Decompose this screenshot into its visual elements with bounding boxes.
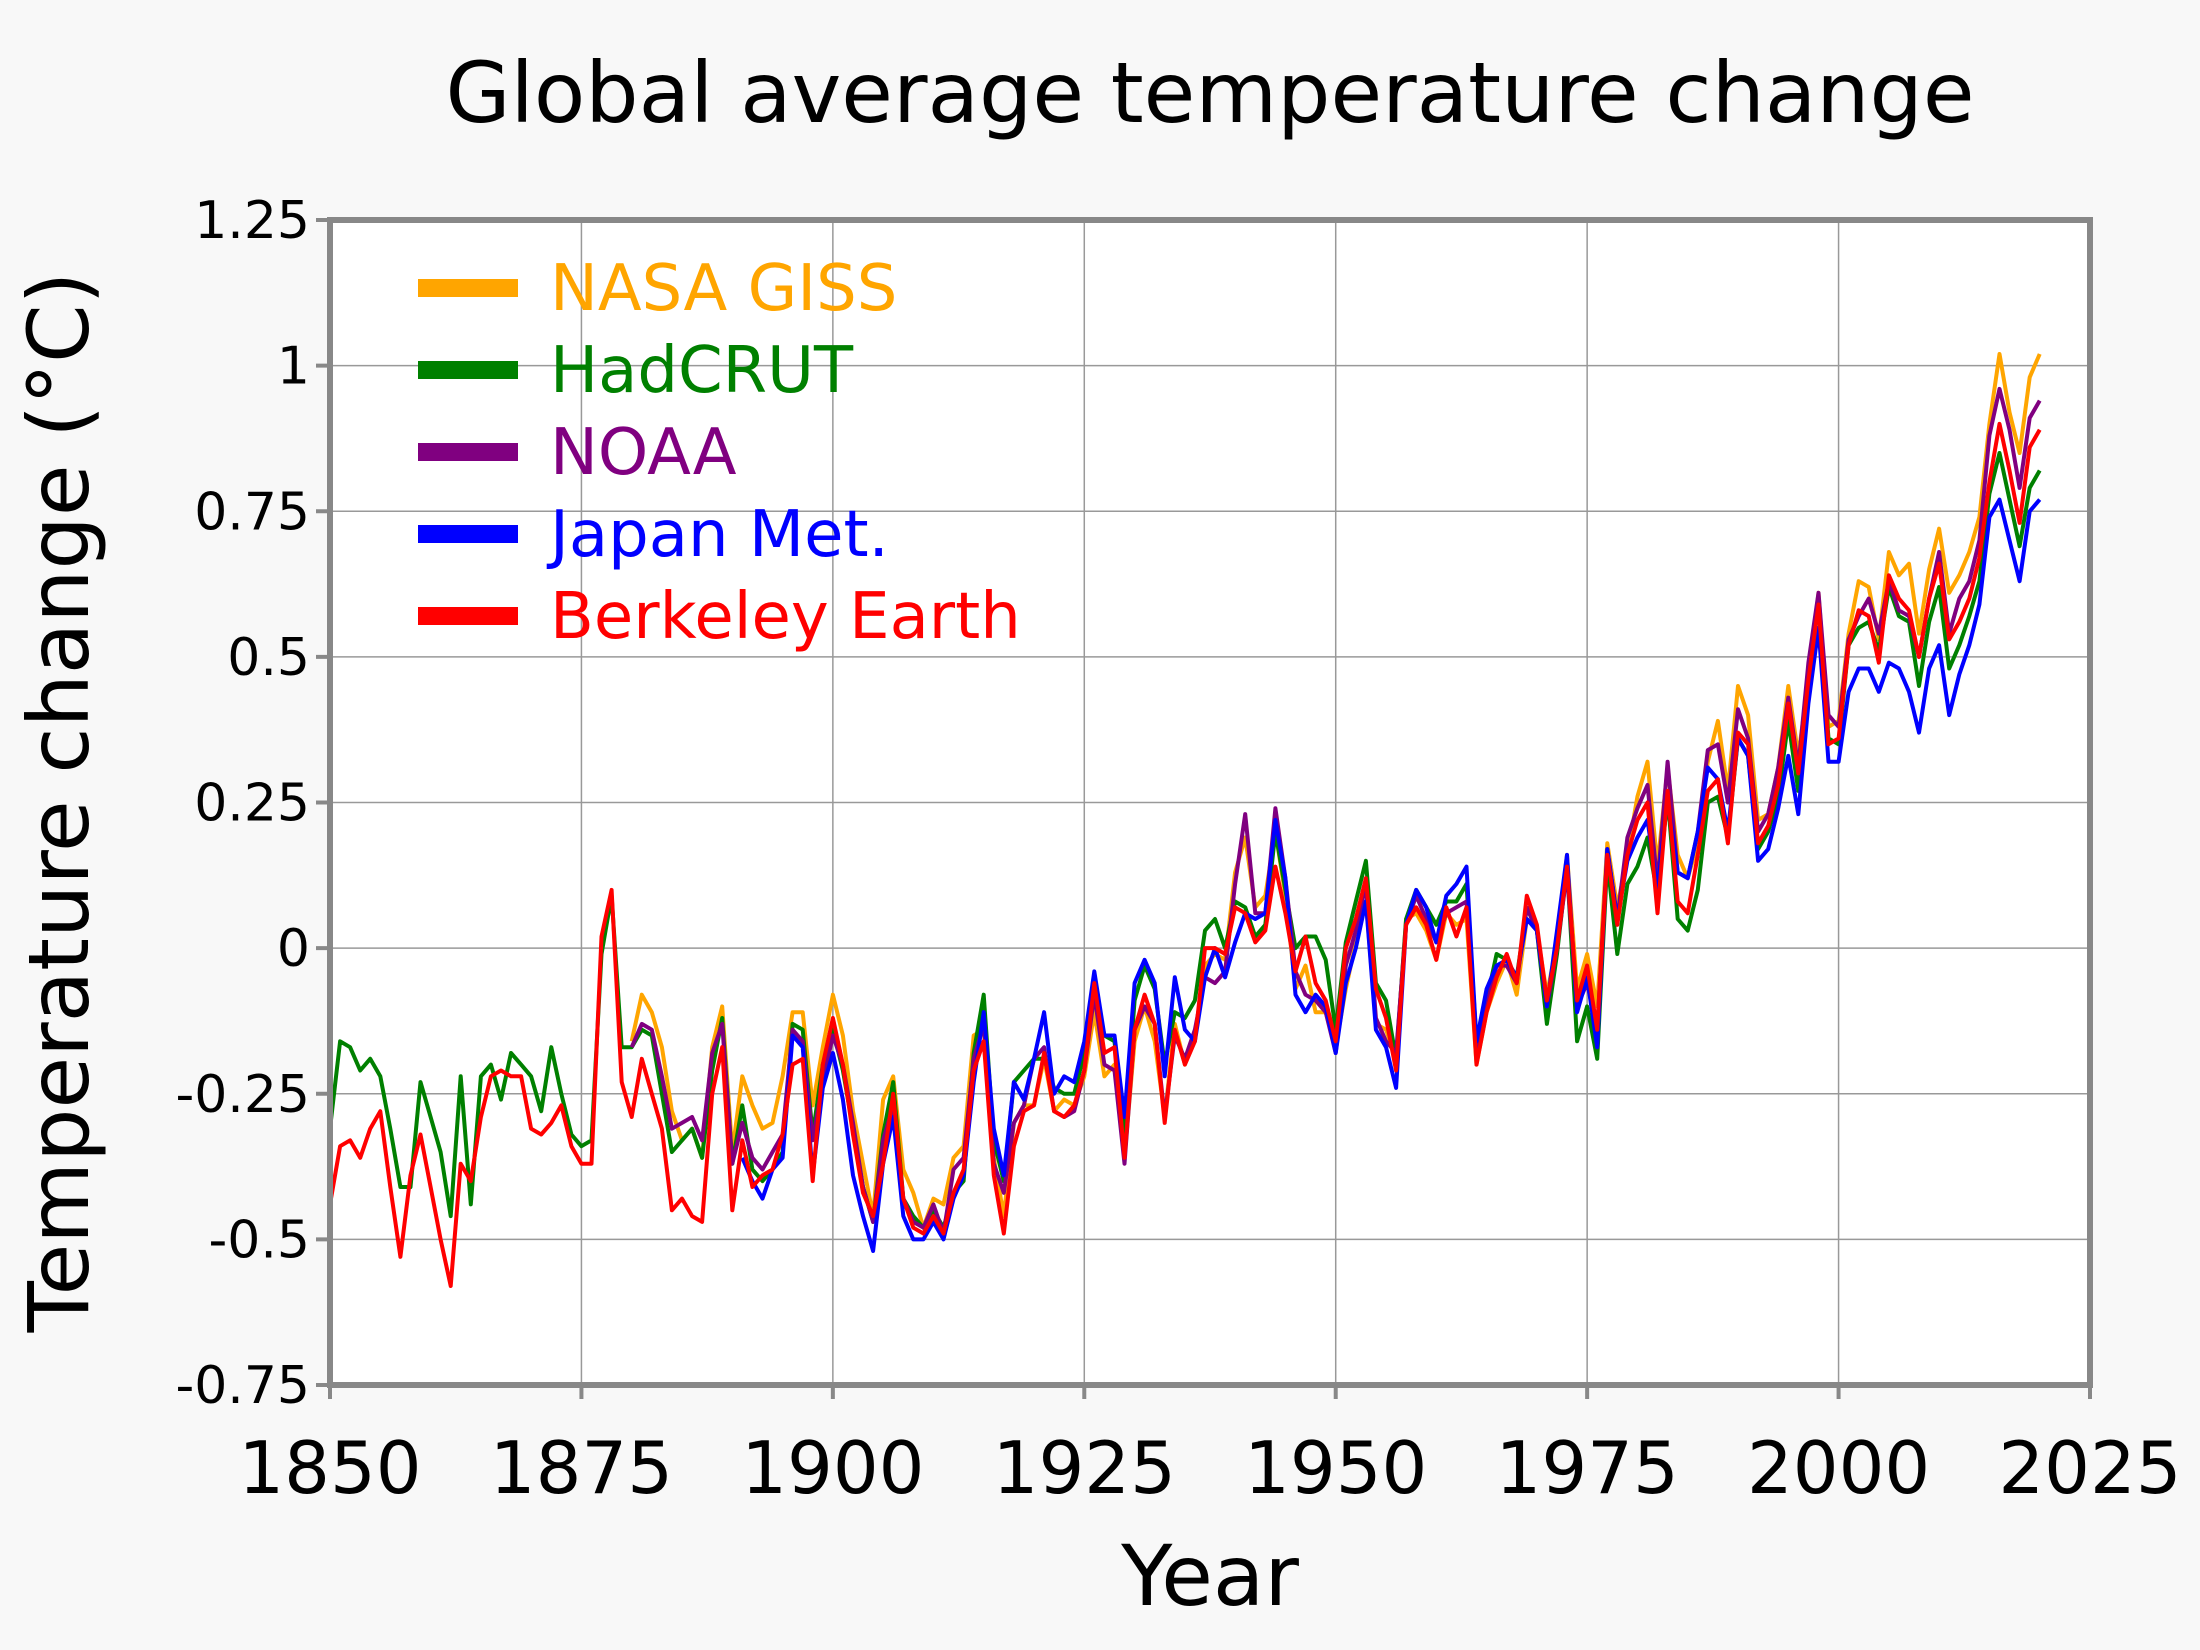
x-tick-label: 1925 xyxy=(993,1426,1176,1510)
y-tick-label: 0 xyxy=(277,919,310,979)
y-tick-label: 1.25 xyxy=(194,191,310,251)
y-tick-label: -0.25 xyxy=(175,1065,310,1125)
legend-label: HadCRUT xyxy=(550,334,854,408)
x-tick-label: 2025 xyxy=(1998,1426,2181,1510)
legend-swatch xyxy=(418,443,518,461)
legend: NASA GISS HadCRUT NOAA Japan Met. Berkeley E… xyxy=(418,252,1021,654)
y-axis-label: Temperature change (°C) xyxy=(10,272,108,1334)
chart-title: Global average temperature change xyxy=(445,44,1974,142)
legend-swatch xyxy=(418,279,518,297)
series-lines xyxy=(328,352,2042,1288)
x-tick-label: 1875 xyxy=(490,1426,673,1510)
y-tick-label: -0.5 xyxy=(209,1210,310,1270)
y-tick-label: 0.75 xyxy=(194,482,310,542)
legend-swatch xyxy=(418,607,518,625)
y-axis-ticks: -0.75 -0.5 -0.25 0 0.25 0.5 0.75 1 1.25 xyxy=(175,191,330,1416)
x-tick-label: 2000 xyxy=(1747,1426,1930,1510)
series-line-berkeley-earth xyxy=(328,421,2042,1288)
x-tick-label: 1900 xyxy=(741,1426,924,1510)
legend-label: NOAA xyxy=(550,416,737,490)
x-tick-label: 1850 xyxy=(238,1426,421,1510)
y-tick-label: -0.75 xyxy=(175,1356,310,1416)
legend-label: Japan Met. xyxy=(546,498,889,572)
y-tick-label: 0.25 xyxy=(194,774,310,834)
x-axis-label: Year xyxy=(1120,1527,1299,1625)
gridlines xyxy=(329,219,2091,1386)
y-tick-label: 0.5 xyxy=(227,628,310,688)
x-tick-label: 1975 xyxy=(1496,1426,1679,1510)
legend-swatch xyxy=(418,525,518,543)
legend-label: Berkeley Earth xyxy=(550,580,1021,654)
legend-label: NASA GISS xyxy=(550,252,897,326)
x-tick-label: 1950 xyxy=(1244,1426,1427,1510)
legend-swatch xyxy=(418,361,518,379)
y-tick-label: 1 xyxy=(277,337,310,397)
x-axis-ticks: 1850 1875 1900 1925 1950 1975 2000 2025 xyxy=(238,1385,2182,1510)
